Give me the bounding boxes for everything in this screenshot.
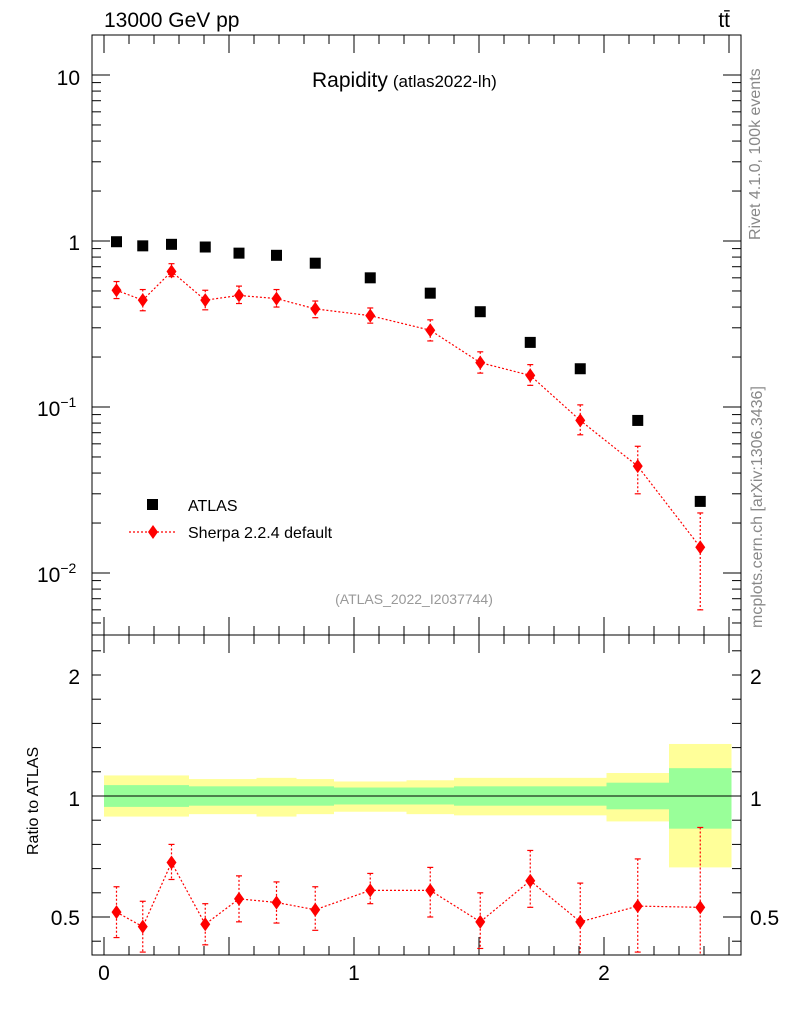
sherpa-point <box>271 291 282 306</box>
atlas-point <box>137 240 149 252</box>
ytick-label-1: 1 <box>68 232 80 255</box>
main-plot: 10 1 10−1 10−2 Rapidity (atlas2022-lh) (A… <box>37 34 742 636</box>
main-plot-frame <box>91 34 742 636</box>
xtick-label-0: 0 <box>98 962 110 985</box>
xtick-label-2: 2 <box>598 962 610 985</box>
ratio-sherpa-point <box>695 900 706 915</box>
ratio-ytick-label-0p5-left: 0.5 <box>51 907 80 930</box>
atlas-point <box>364 272 376 284</box>
ratio-ticks <box>92 635 741 955</box>
analysis-watermark: (ATLAS_2022_I2037744) <box>335 591 493 607</box>
ratio-ylabel: Ratio to ATLAS <box>25 747 42 855</box>
ytick-exp-0p01: −2 <box>60 560 76 576</box>
ytick-label-0p1: 10−1 <box>37 394 77 421</box>
energy-label: 13000 GeV pp <box>104 9 239 32</box>
ratio-sherpa-line <box>116 861 701 928</box>
atlas-point <box>166 238 177 250</box>
sherpa-point <box>137 293 148 308</box>
ratio-sherpa-point <box>525 873 536 888</box>
ratio-plot: 2 1 0.5 2 1 0.5 0 1 2 Ratio to ATLAS <box>25 634 779 985</box>
atlas-point <box>309 257 321 269</box>
ratio-sherpa-point <box>137 919 148 934</box>
ratio-sherpa-point <box>310 902 321 917</box>
sherpa-point <box>365 308 376 323</box>
ratio-sherpa-point <box>365 883 376 898</box>
ratio-ytick-label-1-right: 1 <box>750 788 762 811</box>
plot-title: Rapidity (atlas2022-lh) <box>312 69 497 92</box>
sherpa-point <box>166 264 177 279</box>
atlas-point <box>474 306 486 318</box>
ratio-band-inner <box>669 768 732 829</box>
sherpa-point <box>425 323 436 338</box>
ratio-ytick-label-2-left: 2 <box>68 666 80 689</box>
process-label: tt̄ <box>718 9 730 32</box>
ratio-ytick-label-2-right: 2 <box>750 666 762 689</box>
atlas-point <box>694 495 706 507</box>
legend-atlas-label: ATLAS <box>188 498 238 515</box>
atlas-point <box>574 363 586 375</box>
ratio-ytick-label-0p5-right: 0.5 <box>750 907 779 930</box>
legend-sherpa-marker <box>148 525 158 539</box>
ytick-exp-0p1: −1 <box>60 394 76 410</box>
atlas-point <box>524 336 536 348</box>
ratio-sherpa-point <box>575 914 586 929</box>
ratio-ytick-label-1-left: 1 <box>68 788 80 811</box>
ratio-series <box>111 826 706 955</box>
atlas-point <box>199 241 211 253</box>
sherpa-point <box>525 368 536 383</box>
sherpa-point <box>695 540 706 555</box>
sherpa-point <box>310 301 321 316</box>
ytick-base-0p01: 10 <box>37 564 60 587</box>
sherpa-point <box>632 459 643 474</box>
legend-atlas-marker <box>147 499 158 510</box>
ytick-label-10: 10 <box>57 67 80 90</box>
legend: ATLAS Sherpa 2.2.4 default <box>129 498 333 542</box>
ratio-sherpa-point <box>425 883 436 898</box>
atlas-point <box>632 414 644 426</box>
sherpa-point <box>475 355 486 370</box>
xtick-label-1: 1 <box>348 962 360 985</box>
sherpa-point <box>111 283 122 298</box>
ratio-bands <box>104 743 732 868</box>
ytick-label-0p01: 10−2 <box>37 560 77 587</box>
legend-sherpa-label: Sherpa 2.2.4 default <box>188 525 333 542</box>
ratio-sherpa-point <box>234 891 244 906</box>
ratio-sherpa-point <box>632 899 643 914</box>
atlas-point <box>233 247 245 259</box>
plot-title-main: Rapidity <box>312 69 388 92</box>
rivet-version-label: Rivet 4.1.0, 100k events <box>747 68 764 240</box>
ratio-plot-frame <box>91 634 742 956</box>
ratio-sherpa-point <box>200 917 211 932</box>
main-ticks <box>92 35 741 635</box>
atlas-point <box>424 287 436 299</box>
sherpa-line <box>116 270 701 548</box>
atlas-point <box>111 236 122 248</box>
ratio-sherpa-point <box>166 855 177 870</box>
plot-title-sub: (atlas2022-lh) <box>393 72 497 91</box>
main-series <box>111 236 706 611</box>
sherpa-point <box>575 413 586 428</box>
ratio-sherpa-point <box>111 905 122 920</box>
ratio-tick-labels: 2 1 0.5 2 1 0.5 0 1 2 <box>51 666 779 985</box>
sherpa-point <box>234 288 244 303</box>
ytick-base-0p1: 10 <box>37 398 60 421</box>
atlas-point <box>271 249 282 261</box>
ratio-sherpa-point <box>475 914 486 929</box>
ratio-sherpa-point <box>271 895 282 910</box>
mcplots-url-label: mcplots.cern.ch [arXiv:1306.3436] <box>749 386 766 628</box>
sherpa-point <box>200 293 211 308</box>
main-tick-labels: 10 1 10−1 10−2 <box>37 67 80 587</box>
